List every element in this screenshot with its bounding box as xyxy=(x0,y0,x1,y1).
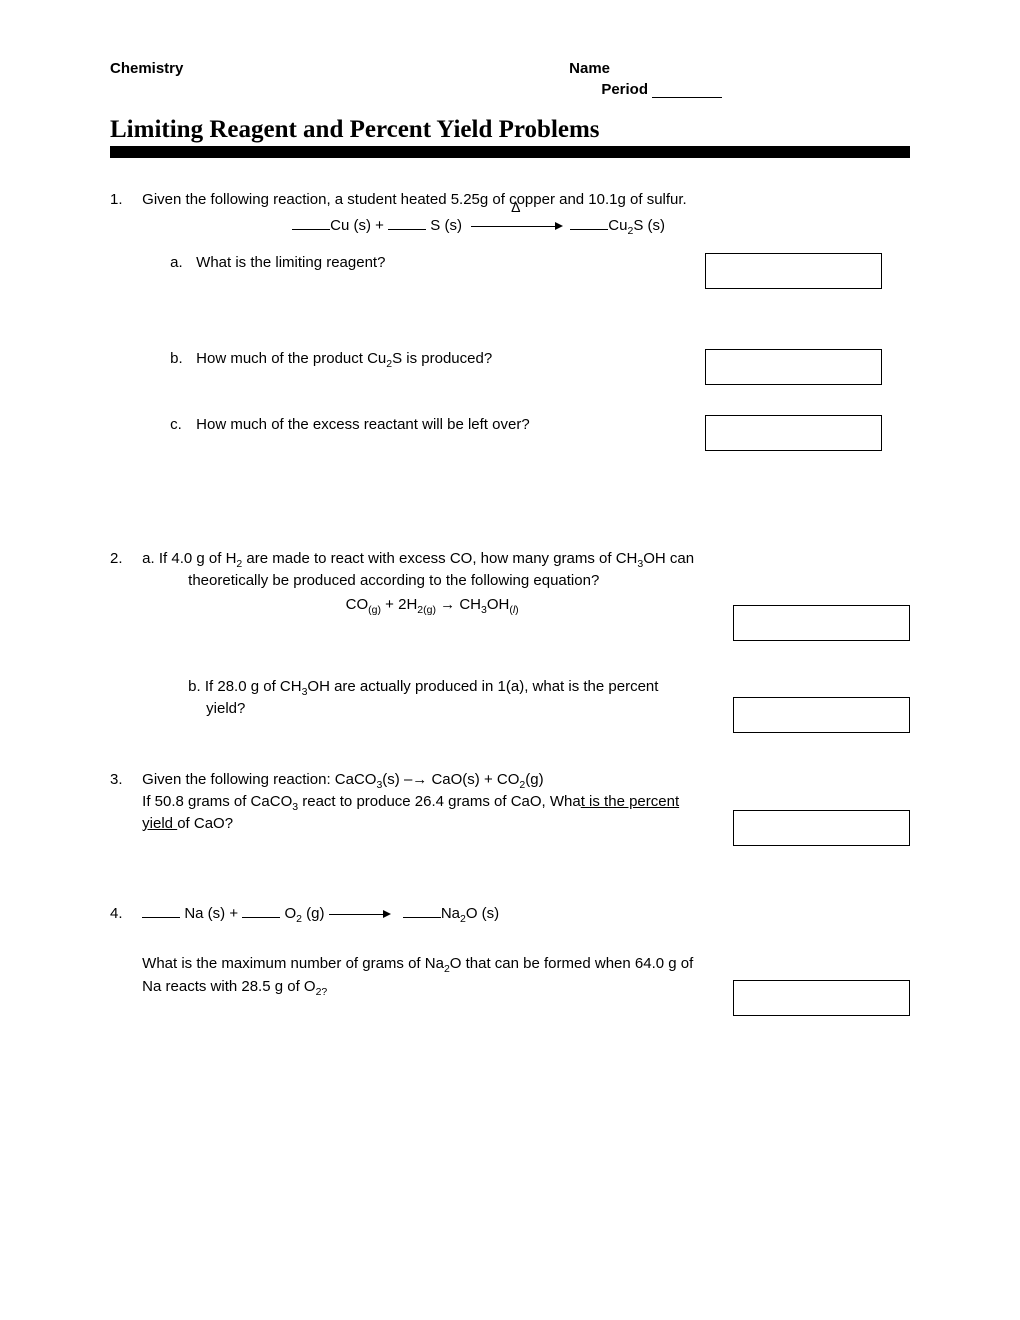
q1-eq-mid: S (s) xyxy=(426,217,462,234)
coef-blank[interactable] xyxy=(403,917,441,918)
q1-eq-right2: S (s) xyxy=(633,217,665,234)
q1b-text: How much of the product Cu2S is produced… xyxy=(196,349,685,385)
q4-equation: Na (s) + O2 (g) Na2O (s) xyxy=(142,905,499,922)
q2b-line1: If 28.0 g of CH3OH are actually produced… xyxy=(205,678,659,695)
answer-box[interactable] xyxy=(733,810,910,846)
delta-symbol: Δ xyxy=(511,198,520,217)
q2b-line2: yield? xyxy=(188,700,245,717)
q1c-text: How much of the excess reactant will be … xyxy=(196,415,685,451)
q1-equation: Cu (s) + S (s) Δ Cu2S (s) xyxy=(142,216,882,238)
q3-line3: yield of CaO? xyxy=(142,815,233,832)
q2a-line2: theoretically be produced according to t… xyxy=(142,572,599,589)
coef-blank[interactable] xyxy=(388,229,426,230)
q2a-letter: a. xyxy=(142,550,155,567)
q1c-letter: c. xyxy=(170,415,196,451)
question-2: 2. a. If 4.0 g of H2 are made to react w… xyxy=(110,549,910,720)
q2-number: 2. xyxy=(110,549,138,569)
q1c: c. How much of the excess reactant will … xyxy=(142,415,882,451)
q3-line2: If 50.8 grams of CaCO3 react to produce … xyxy=(142,793,679,810)
q1a-text: What is the limiting reagent? xyxy=(196,253,685,289)
q1-number: 1. xyxy=(110,190,138,210)
title-bar xyxy=(110,146,910,158)
answer-box[interactable] xyxy=(733,980,910,1016)
answer-box[interactable] xyxy=(705,349,882,385)
question-4: 4. Na (s) + O2 (g) Na2O (s) What is the … xyxy=(110,904,910,999)
q4-number: 4. xyxy=(110,904,138,924)
question-3: 3. Given the following reaction: CaCO3(s… xyxy=(110,770,910,835)
answer-box[interactable] xyxy=(705,415,882,451)
answer-box[interactable] xyxy=(705,253,882,289)
worksheet-title: Limiting Reagent and Percent Yield Probl… xyxy=(110,116,910,144)
coef-blank[interactable] xyxy=(570,229,608,230)
answer-box[interactable] xyxy=(733,697,910,733)
q3-number: 3. xyxy=(110,770,138,790)
period-label: Period xyxy=(601,81,648,98)
subject-label: Chemistry xyxy=(110,60,183,77)
q1-intro: Given the following reaction, a student … xyxy=(142,191,687,208)
q3-line1: Given the following reaction: CaCO3(s) –… xyxy=(142,771,543,788)
answer-box[interactable] xyxy=(733,605,910,641)
q1-eq-right: Cu xyxy=(608,217,627,234)
q1a: a. What is the limiting reagent? xyxy=(142,253,882,289)
q1a-letter: a. xyxy=(170,253,196,289)
q1b-letter: b. xyxy=(170,349,196,385)
coef-blank[interactable] xyxy=(292,229,330,230)
q1b: b. How much of the product Cu2S is produ… xyxy=(142,349,882,385)
q1-eq-left: Cu (s) + xyxy=(330,217,388,234)
q2a-line1: If 4.0 g of H2 are made to react with ex… xyxy=(159,550,694,567)
coef-blank[interactable] xyxy=(242,917,280,918)
name-label: Name xyxy=(569,60,910,77)
period-blank[interactable] xyxy=(652,81,722,98)
coef-blank[interactable] xyxy=(142,917,180,918)
question-1: 1. Given the following reaction, a stude… xyxy=(110,190,910,521)
q2b-letter: b. xyxy=(188,678,201,695)
